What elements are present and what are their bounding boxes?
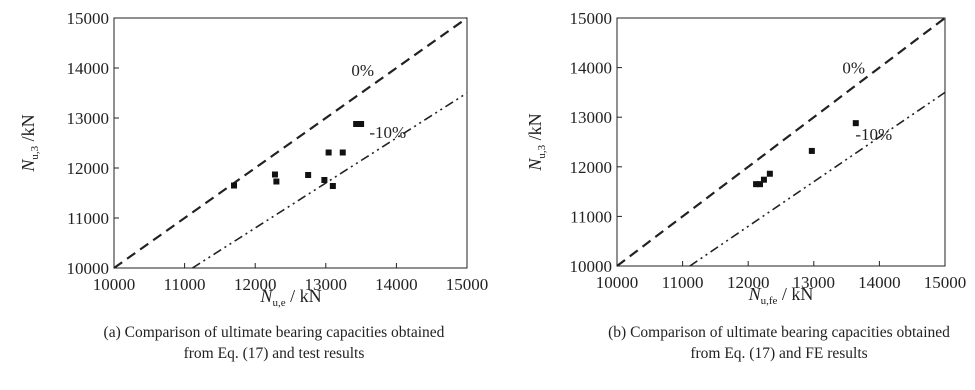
x-axis-label: Nu,fe / kN (748, 284, 814, 307)
reference-line-zero (616, 17, 946, 267)
y-axis-label-sub: u,3 (536, 144, 548, 158)
y-tick-label: 11000 (570, 207, 612, 226)
reference-lines: 0% -10% (113, 17, 468, 269)
data-point (305, 172, 312, 178)
y-axis-label-unit: /kN (525, 113, 545, 145)
y-axis-label-main: N (18, 159, 38, 173)
x-tick-label: 14000 (858, 273, 901, 292)
data-point (808, 147, 815, 154)
x-tick-label: 10000 (93, 275, 136, 294)
x-axis-label-unit: / kN (777, 284, 813, 304)
reference-line-label: 0% (842, 59, 865, 78)
y-axis-label-main: N (525, 158, 545, 172)
plot-frame (616, 17, 946, 267)
x-tick-label: 13000 (305, 275, 348, 294)
data-point (757, 181, 764, 188)
caption-line-1: (a) Comparison of ultimate bearing capac… (104, 324, 445, 341)
y-tick-label: 15000 (570, 9, 613, 28)
reference-lines: 0% -10% (616, 17, 946, 267)
x-axis-label-sub: u,e (272, 297, 285, 309)
y-tick-label: 13000 (67, 109, 110, 128)
plot-frame (113, 17, 468, 269)
x-tick-label: 15000 (924, 273, 967, 292)
x-tick-label: 11000 (662, 273, 704, 292)
data-points (231, 121, 365, 189)
data-point (325, 149, 332, 156)
data-point (766, 170, 773, 177)
data-point (852, 120, 859, 127)
data-point (353, 121, 360, 127)
y-tick-label: 11000 (67, 209, 109, 228)
panel-b: 10000 11000 12000 13000 14000 15000 10000 1100… (525, 9, 966, 362)
x-tick-label: 13000 (793, 273, 836, 292)
data-point (271, 171, 278, 178)
x-tick-label: 12000 (234, 275, 277, 294)
y-ticks: 10000 11000 12000 13000 14000 15000 (67, 9, 119, 278)
y-axis-label: Nu,3 /kN (18, 114, 41, 172)
x-ticks: 10000 11000 12000 13000 14000 15000 (93, 263, 489, 294)
x-axis-label: Nu,e / kN (259, 286, 321, 309)
data-point (231, 182, 238, 189)
data-point (321, 177, 328, 183)
x-axis-label-main: N (748, 284, 762, 304)
reference-line-label: 0% (351, 61, 374, 80)
reference-line-label: -10% (369, 123, 406, 142)
data-point (358, 121, 365, 127)
reference-line-zero (113, 17, 468, 269)
data-point (329, 183, 336, 189)
x-tick-label: 12000 (727, 273, 770, 292)
y-tick-label: 10000 (67, 259, 110, 278)
y-tick-label: 14000 (570, 59, 613, 78)
y-axis-label: Nu,3 /kN (525, 113, 548, 171)
y-ticks: 10000 11000 12000 13000 14000 15000 (570, 9, 622, 276)
x-tick-label: 14000 (375, 275, 418, 294)
reference-line-label: -10% (855, 125, 892, 144)
y-axis-label-sub: u,3 (29, 145, 41, 159)
y-tick-label: 13000 (570, 108, 613, 127)
x-tick-label: 15000 (446, 275, 489, 294)
data-point (753, 181, 760, 188)
y-axis-label-unit: /kN (18, 114, 38, 146)
data-point (760, 176, 767, 183)
data-points (753, 120, 859, 188)
x-tick-label: 10000 (596, 273, 639, 292)
y-tick-label: 12000 (570, 158, 613, 177)
data-point (339, 149, 346, 156)
y-tick-label: 12000 (67, 159, 110, 178)
x-axis-label-main: N (259, 286, 273, 306)
y-tick-label: 10000 (570, 257, 613, 276)
panel-a: 10000 11000 12000 13000 14000 15000 10000 1100… (18, 9, 488, 362)
x-ticks: 10000 11000 12000 13000 14000 15000 (596, 261, 967, 292)
reference-line-minus-ten (192, 92, 468, 269)
x-axis-label-sub: u,fe (761, 295, 778, 307)
y-tick-label: 15000 (67, 9, 110, 28)
caption-line-2: from Eq. (17) and FE results (690, 345, 867, 362)
reference-line-minus-ten (689, 91, 946, 267)
y-tick-label: 14000 (67, 59, 110, 78)
data-point (273, 178, 280, 185)
caption-line-2: from Eq. (17) and test results (184, 345, 365, 362)
caption-line-1: (b) Comparison of ultimate bearing capac… (608, 324, 950, 341)
x-axis-label-unit: / kN (286, 286, 322, 306)
x-tick-label: 11000 (164, 275, 206, 294)
